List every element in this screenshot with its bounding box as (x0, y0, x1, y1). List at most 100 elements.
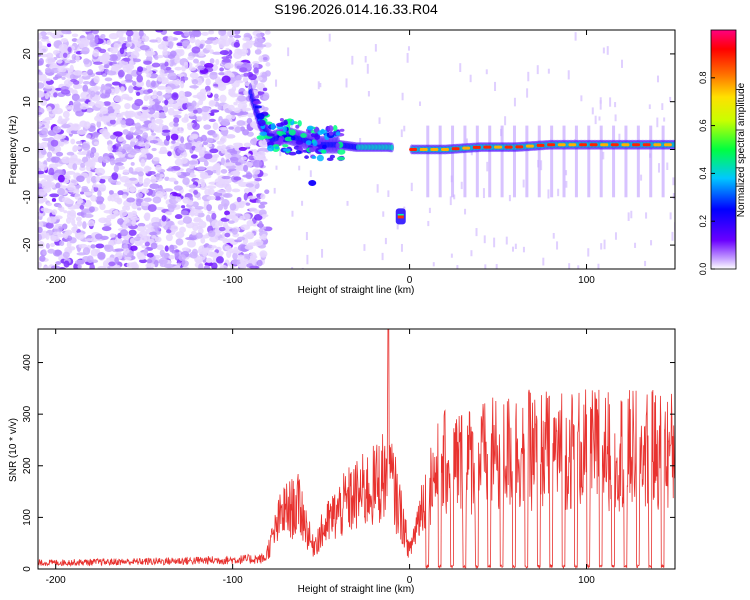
noise-blob (167, 151, 172, 157)
ridge-blob (252, 100, 262, 105)
noise-blob (239, 258, 250, 265)
faint-speckle (591, 107, 594, 115)
noise-blob (124, 256, 132, 261)
noise-blob (252, 137, 257, 146)
noise-blob (135, 192, 143, 199)
faint-speckle (565, 170, 568, 176)
noise-blob (63, 210, 68, 214)
noise-blob (108, 261, 116, 267)
noise-blob (209, 253, 218, 257)
noise-blob (117, 190, 124, 196)
noise-blob (62, 52, 68, 58)
faint-speckle (522, 246, 525, 253)
ridge-blob (321, 144, 327, 150)
noise-blob (233, 101, 238, 106)
ridge-blob (311, 155, 317, 159)
dropout-streak (562, 125, 566, 198)
noise-blob (76, 220, 83, 227)
figure-title: S196.2026.014.16.33.R04 (274, 1, 438, 17)
noise-blob (207, 244, 214, 249)
faint-speckle (400, 243, 403, 252)
noise-blob (195, 140, 203, 149)
noise-blob (181, 41, 190, 47)
noise-blob (247, 195, 257, 200)
noise-blob (213, 93, 219, 99)
noise-blob (76, 212, 85, 216)
noise-blob (38, 32, 42, 40)
noise-blob (80, 91, 91, 100)
faint-speckle (309, 170, 312, 177)
noise-blob (225, 214, 235, 220)
noise-blob (151, 147, 157, 152)
noise-blob (180, 157, 188, 164)
noise-blob (164, 176, 170, 181)
faint-speckle (419, 101, 422, 106)
noise-blob (90, 244, 96, 249)
noise-blob (182, 102, 189, 110)
noise-blob (125, 223, 132, 227)
noise-blob (159, 69, 165, 75)
noise-blob (182, 216, 193, 224)
faint-speckle (305, 231, 308, 241)
faint-speckle (661, 103, 664, 110)
heatmap-marks (38, 30, 675, 269)
noise-blob (131, 37, 142, 45)
noise-blob (224, 62, 234, 69)
noise-blob (215, 181, 223, 188)
noise-blob (98, 178, 106, 184)
noise-blob (202, 247, 210, 253)
ridge-blob (327, 125, 334, 132)
noise-blob (119, 175, 130, 183)
faint-speckle (614, 232, 617, 240)
noise-blob (94, 37, 99, 44)
noise-blob (149, 231, 157, 236)
noise-blob (83, 213, 94, 218)
noise-blob (198, 220, 207, 229)
noise-blob (184, 31, 190, 37)
noise-blob (69, 104, 74, 110)
noise-blob (41, 137, 52, 142)
noise-blob (90, 195, 97, 202)
noise-blob (87, 101, 96, 107)
noise-blob (128, 85, 134, 94)
faint-speckle (547, 68, 550, 74)
faint-speckle (526, 88, 529, 98)
dropout-streak (488, 125, 492, 198)
noise-blob (46, 216, 57, 224)
faint-speckle (522, 179, 525, 188)
snr-y-tick-label: 400 (22, 354, 33, 371)
noise-blob (140, 235, 148, 243)
noise-blob (89, 151, 95, 159)
noise-blob (43, 266, 50, 269)
noise-blob (70, 123, 81, 131)
noise-blob (206, 143, 213, 148)
noise-blob (40, 163, 48, 171)
faint-speckle (328, 33, 331, 42)
noise-blob (229, 265, 235, 269)
faint-speckle (568, 263, 571, 269)
noise-blob (198, 99, 204, 106)
noise-blob (101, 115, 111, 123)
colorbar: 0.0 0.2 0.4 0.6 0.8 Normalized spectral ampl… (698, 29, 747, 275)
noise-blob (165, 86, 173, 94)
noise-blob (61, 76, 66, 80)
noise-blob (123, 244, 129, 249)
noise-blob (55, 182, 61, 189)
noise-blob (39, 31, 47, 37)
dropout-streak (599, 125, 603, 198)
noise-blob (198, 263, 204, 269)
noise-blob (211, 245, 217, 249)
noise-blob (231, 86, 237, 92)
noise-blob (165, 134, 171, 142)
ridge-core (462, 146, 471, 150)
noise-blob (90, 175, 98, 184)
noise-blob (229, 203, 237, 211)
ridge-core (472, 145, 481, 149)
noise-blob (38, 221, 44, 229)
noise-blob (234, 74, 242, 81)
noise-blob (158, 257, 168, 265)
noise-blob (194, 146, 201, 153)
noise-blob (193, 109, 198, 114)
faint-speckle (319, 82, 322, 88)
ridge-blob (282, 144, 289, 148)
